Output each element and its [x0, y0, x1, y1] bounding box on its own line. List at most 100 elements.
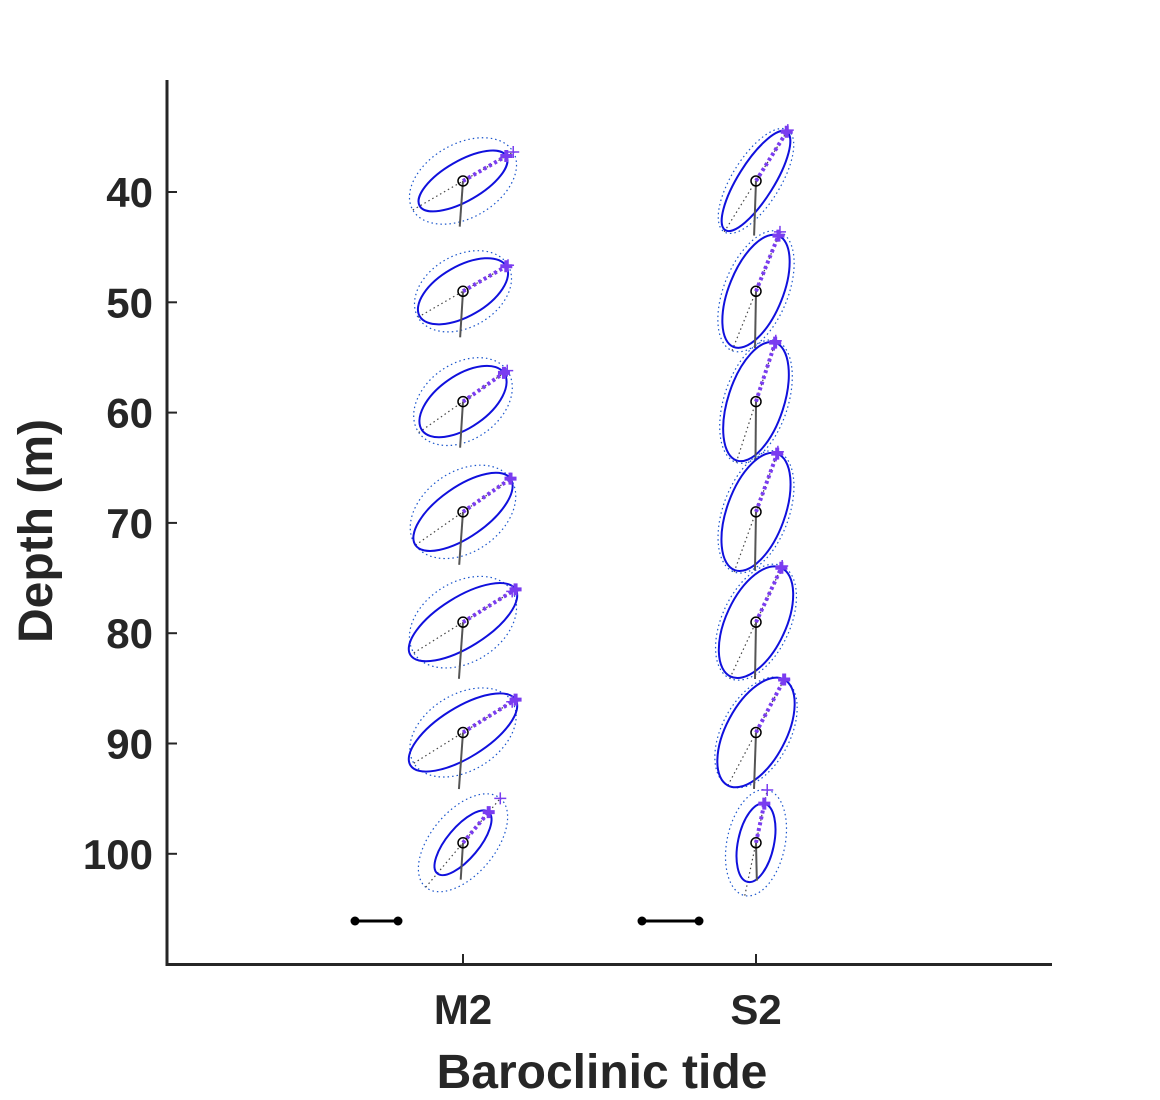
center-marker — [750, 395, 762, 408]
ellipse-ci-axis — [425, 797, 501, 888]
ci-marker — [761, 783, 774, 796]
phase-line — [457, 732, 464, 790]
phase-line — [459, 401, 464, 448]
ellipse-ci-axis — [417, 264, 509, 318]
ellipse-group — [408, 137, 520, 227]
center-marker — [750, 506, 762, 518]
ci-marker — [506, 585, 519, 598]
ellipse-group — [717, 225, 795, 353]
center-marker — [457, 506, 469, 518]
ellipse-group — [714, 559, 798, 681]
ci-marker — [776, 559, 789, 572]
velocity-vector — [754, 130, 789, 183]
velocity-vector — [754, 341, 778, 403]
velocity-vector — [754, 678, 786, 734]
phase-line — [753, 732, 757, 789]
velocity-vector — [754, 803, 767, 844]
center-marker — [750, 837, 762, 849]
center-marker — [750, 616, 762, 628]
x-tick-label: S2 — [730, 986, 781, 1033]
y-tick-label: 40 — [106, 169, 153, 216]
phase-line — [459, 291, 464, 338]
ellipse-group — [413, 250, 515, 338]
scale-bar-end — [350, 916, 360, 926]
velocity-vector — [461, 154, 508, 183]
phase-line — [457, 622, 464, 679]
ci-marker — [769, 334, 782, 347]
x-ticks: M2 S2 — [434, 954, 782, 1033]
ellipse-group — [407, 687, 522, 790]
ci-marker — [494, 792, 507, 805]
y-tick-label: 60 — [106, 390, 153, 437]
velocity-vector — [754, 566, 784, 624]
y-tick-label: 100 — [83, 831, 153, 878]
center-marker — [457, 726, 469, 739]
ellipse-ci-axis — [412, 151, 514, 211]
scale-bar-end — [393, 916, 403, 926]
center-marker — [750, 726, 762, 739]
ellipse-ci-axis — [415, 478, 511, 546]
ellipse-group — [714, 673, 798, 789]
chart-marks — [350, 124, 798, 926]
ellipse-group — [417, 792, 509, 893]
y-tick-label: 70 — [106, 500, 153, 547]
center-marker — [750, 285, 762, 298]
y-tick-label: 80 — [106, 610, 153, 657]
velocity-marker — [482, 806, 495, 819]
phase-line — [754, 401, 757, 461]
ellipse-ci-axis — [723, 129, 789, 233]
phase-line — [753, 511, 757, 571]
phase-line — [753, 180, 757, 236]
y-axis-title: Depth (m) — [10, 419, 63, 643]
velocity-vector — [461, 697, 517, 735]
center-marker — [457, 175, 469, 187]
velocity-vector — [754, 452, 780, 513]
velocity-vector — [461, 264, 508, 294]
velocity-vector — [461, 587, 517, 624]
scale-bar — [637, 916, 704, 926]
phase-line — [755, 842, 758, 881]
series-m2 — [407, 137, 522, 893]
velocity-vector — [461, 810, 491, 845]
phase-line — [459, 842, 464, 880]
ci-marker — [506, 695, 519, 708]
velocity-vector — [754, 234, 781, 293]
velocity-marker — [775, 561, 788, 574]
ellipse-group — [717, 124, 795, 236]
ci-marker — [502, 259, 515, 272]
phase-line — [754, 291, 757, 349]
ci-marker — [507, 145, 520, 158]
ellipse-group — [724, 783, 788, 897]
ci-marker — [504, 472, 517, 485]
center-marker — [750, 175, 762, 187]
scale-bar-end — [637, 916, 647, 926]
center-marker — [457, 395, 469, 408]
ellipse-group — [413, 357, 514, 448]
ellipse-group — [719, 334, 793, 464]
y-ticks: 40 50 60 70 80 90 100 — [83, 169, 177, 878]
velocity-marker — [500, 149, 513, 162]
velocity-vector — [461, 476, 512, 514]
phase-line — [458, 180, 464, 227]
ci-marker — [773, 225, 786, 238]
velocity-marker — [500, 260, 513, 273]
ci-marker — [501, 364, 514, 377]
ellipse-ci-axis — [413, 590, 513, 654]
phase-line — [458, 511, 464, 565]
x-axis-title: Baroclinic tide — [437, 1046, 768, 1099]
ci-marker — [778, 673, 791, 686]
velocity-marker — [780, 125, 793, 138]
x-tick-label: M2 — [434, 986, 492, 1033]
ci-marker — [781, 124, 794, 137]
phase-line — [754, 622, 757, 680]
ellipse-ci-axis — [413, 701, 513, 764]
y-tick-label: 50 — [106, 279, 153, 326]
scale-bar — [350, 916, 403, 926]
velocity-marker — [758, 797, 771, 810]
ci-marker — [771, 445, 784, 458]
scale-bar-end — [694, 916, 704, 926]
velocity-vector — [461, 371, 506, 404]
y-tick-label: 90 — [106, 721, 153, 768]
series-s2 — [714, 124, 798, 897]
